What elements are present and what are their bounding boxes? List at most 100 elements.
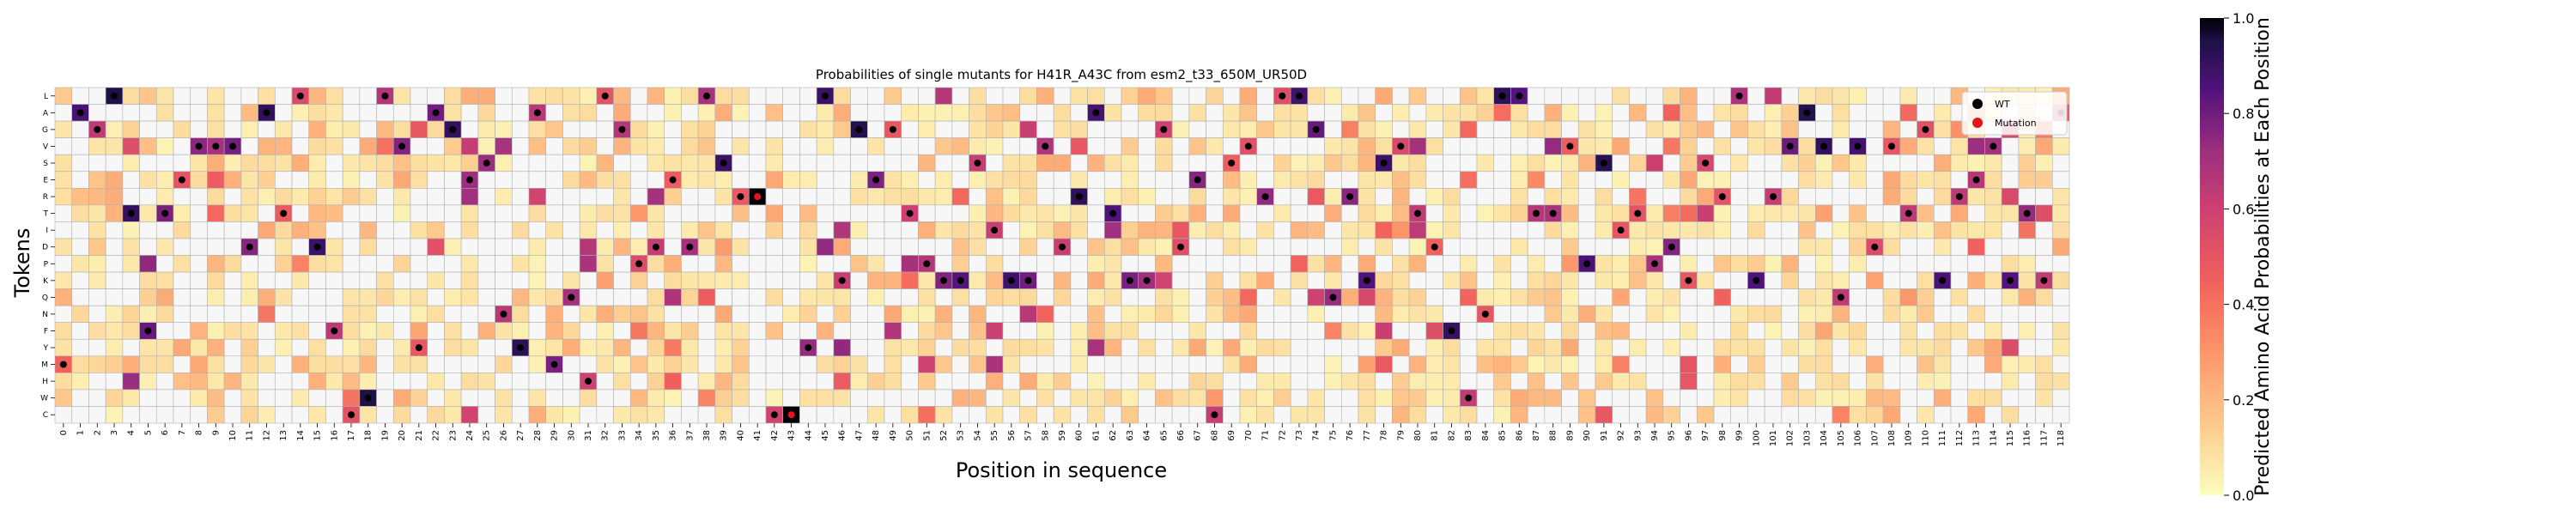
heatmap-cell (1798, 338, 1816, 357)
heatmap-cell (291, 238, 310, 256)
heatmap-cell (833, 373, 851, 391)
legend-mutation-marker (1972, 118, 1983, 128)
heatmap-cell (934, 389, 953, 407)
heatmap-cell (1188, 406, 1206, 424)
heatmap-cell (2018, 305, 2036, 323)
heatmap-cell (71, 355, 89, 373)
heatmap-cell (207, 389, 225, 407)
heatmap-cell (1138, 355, 1156, 373)
heatmap-cell (1849, 204, 1867, 222)
heatmap-cell (1155, 271, 1173, 289)
heatmap-cell (866, 322, 885, 340)
heatmap-cell (1561, 305, 1579, 323)
heatmap-cell (1577, 137, 1596, 155)
heatmap-cell (1577, 322, 1596, 340)
heatmap-cell (1629, 322, 1647, 340)
heatmap-cell (1577, 288, 1596, 306)
heatmap-cell (122, 288, 140, 306)
heatmap-cell (1155, 255, 1173, 273)
heatmap-cell (1917, 137, 1935, 155)
heatmap-cell (291, 373, 310, 391)
heatmap-cell (934, 120, 953, 138)
heatmap-cell (511, 255, 530, 273)
heatmap-cell (816, 288, 835, 306)
heatmap-cell (918, 338, 936, 357)
heatmap-cell (1222, 305, 1241, 323)
heatmap-cell (2001, 322, 2020, 340)
heatmap-cell (1832, 137, 1850, 155)
heatmap-cell (1629, 255, 1647, 273)
heatmap-cell (1781, 305, 1799, 323)
heatmap-cell (1121, 373, 1139, 391)
heatmap-cell (850, 87, 868, 105)
heatmap-cell (1273, 288, 1291, 306)
heatmap-cell (562, 355, 580, 373)
heatmap-cell (1324, 120, 1342, 138)
heatmap-cell (1324, 104, 1342, 122)
heatmap-cell (1577, 338, 1596, 357)
heatmap-cell (1340, 288, 1359, 306)
heatmap-cell (511, 288, 530, 306)
heatmap-cell (1171, 373, 1190, 391)
wt-marker (229, 142, 236, 150)
heatmap-cell (765, 338, 784, 357)
heatmap-cell (291, 188, 310, 206)
heatmap-cell (1222, 87, 1241, 105)
heatmap-cell (1866, 204, 1884, 222)
heatmap-cell (1358, 87, 1376, 105)
heatmap-cell (1408, 104, 1427, 122)
heatmap-cell (1206, 373, 1224, 391)
wt-marker (127, 209, 135, 217)
heatmap-cell (1408, 188, 1427, 206)
heatmap-cell (1443, 271, 1461, 289)
y-tick-label: F (44, 327, 48, 336)
heatmap-cell (1443, 238, 1461, 256)
heatmap-cell (1882, 406, 1901, 424)
heatmap-cell (376, 204, 394, 222)
heatmap-cell (105, 120, 124, 138)
heatmap-cell (782, 389, 800, 407)
x-tick-label: 32 (601, 430, 611, 441)
heatmap-cell (1103, 288, 1122, 306)
heatmap-cell (901, 188, 919, 206)
heatmap-cell (1950, 288, 1969, 306)
heatmap-cell (1206, 188, 1224, 206)
heatmap-cell (1730, 120, 1748, 138)
heatmap-cell (308, 389, 326, 407)
heatmap-cell (258, 288, 276, 306)
heatmap-cell (1103, 406, 1122, 424)
heatmap-cell (1561, 389, 1579, 407)
heatmap-cell (444, 389, 462, 407)
heatmap-cell (1917, 322, 1935, 340)
heatmap-cell (274, 221, 293, 239)
heatmap-cell (799, 204, 817, 222)
heatmap-cell (528, 389, 547, 407)
heatmap-cell (460, 389, 479, 407)
heatmap-cell (1019, 137, 1037, 155)
heatmap-cell (1764, 221, 1783, 239)
heatmap-cell (2018, 322, 2036, 340)
heatmap-cell (1747, 238, 1765, 256)
heatmap-cell (1290, 104, 1309, 122)
heatmap-cell (1019, 154, 1037, 173)
heatmap-cell (1680, 188, 1698, 206)
heatmap-cell (1121, 255, 1139, 273)
heatmap-cell (1121, 305, 1139, 323)
heatmap-cell (105, 389, 124, 407)
heatmap-cell (376, 120, 394, 138)
heatmap-cell (596, 188, 614, 206)
heatmap-cell (681, 221, 699, 239)
heatmap-cell (1476, 406, 1495, 424)
heatmap-cell (901, 221, 919, 239)
heatmap-cell (918, 154, 936, 173)
heatmap-cell (1476, 188, 1495, 206)
colorbar-ticks: 0.00.20.40.60.81.0 (2224, 10, 2254, 504)
heatmap-cell (1358, 188, 1376, 206)
heatmap-cell (1662, 322, 1680, 340)
heatmap-cell (1662, 305, 1680, 323)
heatmap-cell (1155, 338, 1173, 357)
heatmap-cell (951, 120, 969, 138)
heatmap-cell (1967, 204, 1985, 222)
wt-marker (1279, 92, 1286, 100)
heatmap-cell (139, 238, 157, 256)
